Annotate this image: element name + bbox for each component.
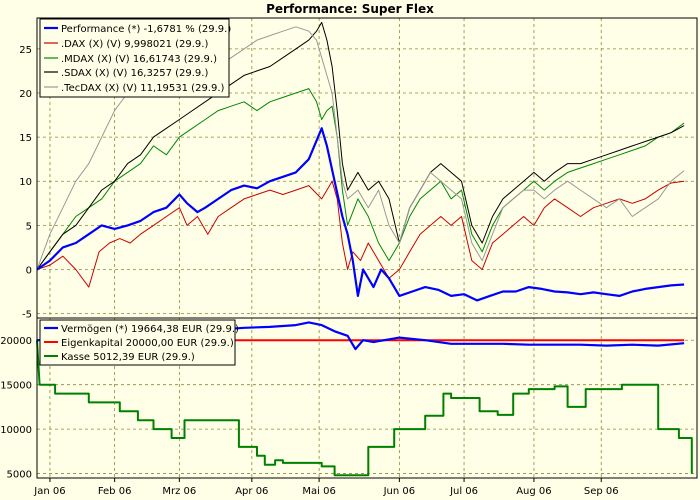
series-line-mdax bbox=[36, 88, 685, 270]
x-tick-label: Jul 06 bbox=[449, 486, 478, 497]
top-legend-box bbox=[39, 18, 230, 98]
legend-label-performance: Performance (*) -1,6781 % (29.9.) bbox=[61, 24, 231, 35]
bottom-y-axis-ticks: 5000 10000 15000 20000 bbox=[0, 336, 32, 480]
legend-label-sdax: .SDAX (X) (V) 16,3257 (29.9.) bbox=[61, 68, 208, 79]
legend-item-dax: .DAX (X) (V) 9,998021 (29.9.) bbox=[44, 39, 208, 50]
legend-label-dax: .DAX (X) (V) 9,998021 (29.9.) bbox=[61, 39, 208, 50]
legend-label-tecdax: .TecDAX (X) (V) 11,19531 (29.9.) bbox=[61, 83, 225, 94]
legend-label-kasse: Kasse 5012,39 EUR (29.9.) bbox=[61, 352, 195, 363]
bottom-legend-box bbox=[39, 319, 236, 366]
legend-item-vermoegen: Vermögen (*) 19664,38 EUR (29.9.) bbox=[44, 324, 239, 335]
series-line-kasse bbox=[36, 340, 693, 477]
bottom-y-tick-label: 20000 bbox=[0, 336, 32, 347]
bottom-legend: Vermögen (*) 19664,38 EUR (29.9.) Eigenk… bbox=[39, 319, 239, 366]
legend-item-sdax: .SDAX (X) (V) 16,3257 (29.9.) bbox=[44, 68, 208, 79]
chart-title: Performance: Super Flex bbox=[266, 2, 434, 16]
bottom-y-tick-label: 10000 bbox=[0, 425, 32, 436]
bottom-plot-frame bbox=[36, 317, 698, 479]
top-y-axis-ticks: -5 0 5 10 15 20 25 bbox=[19, 45, 32, 321]
top-y-tick-label: -5 bbox=[22, 310, 32, 321]
bottom-y-tick-label: 15000 bbox=[0, 381, 32, 392]
legend-label-vermoegen: Vermögen (*) 19664,38 EUR (29.9.) bbox=[61, 324, 239, 335]
x-tick-label: Apr 06 bbox=[235, 486, 268, 497]
top-y-tick-label: 20 bbox=[19, 89, 32, 100]
legend-label-mdax: .MDAX (X) (V) 16,61743 (29.9.) bbox=[61, 54, 217, 65]
legend-label-eigenkapital: Eigenkapital 20000,00 EUR (29.9.) bbox=[61, 338, 234, 349]
x-tick-label: Mai 06 bbox=[302, 486, 335, 497]
x-tick-label: Aug 06 bbox=[516, 486, 551, 497]
legend-item-mdax: .MDAX (X) (V) 16,61743 (29.9.) bbox=[44, 54, 217, 65]
x-tick-label: Jan 06 bbox=[33, 486, 65, 497]
top-grid bbox=[37, 18, 697, 318]
legend-item-performance: Performance (*) -1,6781 % (29.9.) bbox=[44, 24, 231, 35]
bottom-panel: 5000 10000 15000 20000 bbox=[0, 317, 698, 481]
x-axis-ticks: Jan 06 Feb 06 Mrz 06 Apr 06 Mai 06 Jun 06 Jul … bbox=[33, 478, 619, 497]
series-line-sdax bbox=[36, 21, 685, 270]
series-line-performance bbox=[36, 127, 685, 302]
legend-item-tecdax: .TecDAX (X) (V) 11,19531 (29.9.) bbox=[44, 83, 225, 94]
legend-item-eigenkapital: Eigenkapital 20000,00 EUR (29.9.) bbox=[44, 338, 234, 349]
x-tick-label: Feb 06 bbox=[98, 486, 132, 497]
x-tick-label: Sep 06 bbox=[584, 486, 619, 497]
legend-item-kasse: Kasse 5012,39 EUR (29.9.) bbox=[44, 352, 195, 363]
top-y-tick-label: 5 bbox=[26, 221, 32, 232]
top-legend: Performance (*) -1,6781 % (29.9.) .DAX (… bbox=[39, 18, 231, 98]
x-tick-label: Jun 06 bbox=[383, 486, 416, 497]
top-y-tick-label: 15 bbox=[19, 133, 32, 144]
series-line-dax bbox=[36, 180, 685, 288]
top-y-tick-label: 25 bbox=[19, 45, 32, 56]
x-tick-label: Mrz 06 bbox=[162, 486, 196, 497]
bottom-y-tick-label: 5000 bbox=[7, 470, 32, 481]
top-y-tick-label: 0 bbox=[26, 265, 32, 276]
top-y-tick-label: 10 bbox=[19, 177, 32, 188]
